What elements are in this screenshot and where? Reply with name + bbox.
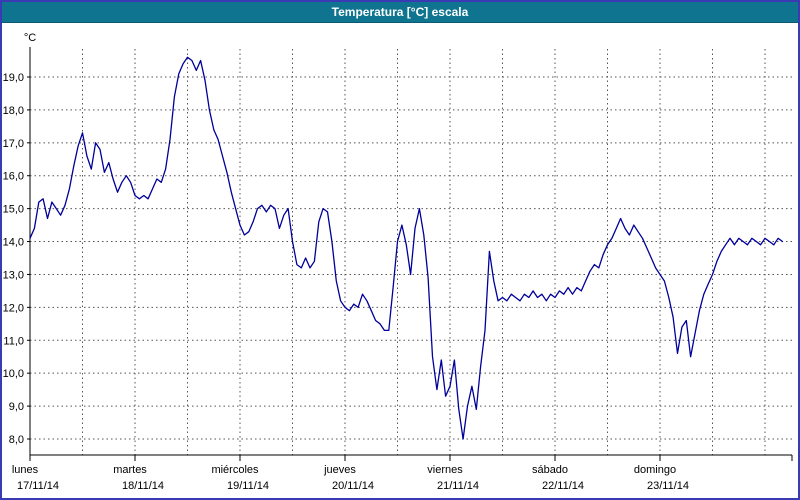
y-tick-label: 14,0 [3, 237, 24, 249]
y-tick-label: 16,0 [3, 171, 24, 183]
y-tick-label: 8,0 [9, 434, 24, 446]
y-tick-label: 11,0 [3, 335, 24, 347]
x-date-label: 19/11/14 [227, 480, 269, 492]
x-day-label: jueves [323, 464, 356, 476]
temperature-line [29, 56, 784, 440]
y-tick-label: 18,0 [3, 105, 24, 117]
y-tick-label: 15,0 [3, 204, 24, 216]
y-axis-unit-label: °C [24, 32, 36, 44]
x-date-label: 17/11/14 [17, 480, 59, 492]
y-tick-label: 12,0 [3, 302, 24, 314]
x-day-label: viernes [427, 464, 463, 476]
y-tick-label: 10,0 [3, 368, 24, 380]
temperature-chart-svg: 19,0 18,0 17,0 16,0 15,0 14,0 13,0 12,0 11,0 10,0… [3, 32, 793, 492]
x-date-label: 22/11/14 [542, 480, 584, 492]
x-day-label: lunes [12, 464, 39, 476]
x-date-label: 20/11/14 [332, 480, 374, 492]
y-tick-label: 13,0 [3, 269, 24, 281]
y-tick-label: 17,0 [3, 138, 24, 150]
x-day-label: domingo [634, 464, 676, 476]
y-tick-label: 19,0 [3, 72, 24, 84]
x-date-label: 21/11/14 [437, 480, 479, 492]
x-day-label: martes [113, 464, 147, 476]
x-date-label: 23/11/14 [647, 480, 689, 492]
x-date-label: 18/11/14 [122, 480, 164, 492]
chart-area: 19,0 18,0 17,0 16,0 15,0 14,0 13,0 12,0 11,0 10,0… [2, 23, 798, 498]
chart-title-bar: Temperatura [°C] escala [2, 2, 798, 23]
x-day-label: sábado [532, 464, 568, 476]
x-day-label: miércoles [211, 464, 259, 476]
y-tick-label: 9,0 [9, 401, 24, 413]
